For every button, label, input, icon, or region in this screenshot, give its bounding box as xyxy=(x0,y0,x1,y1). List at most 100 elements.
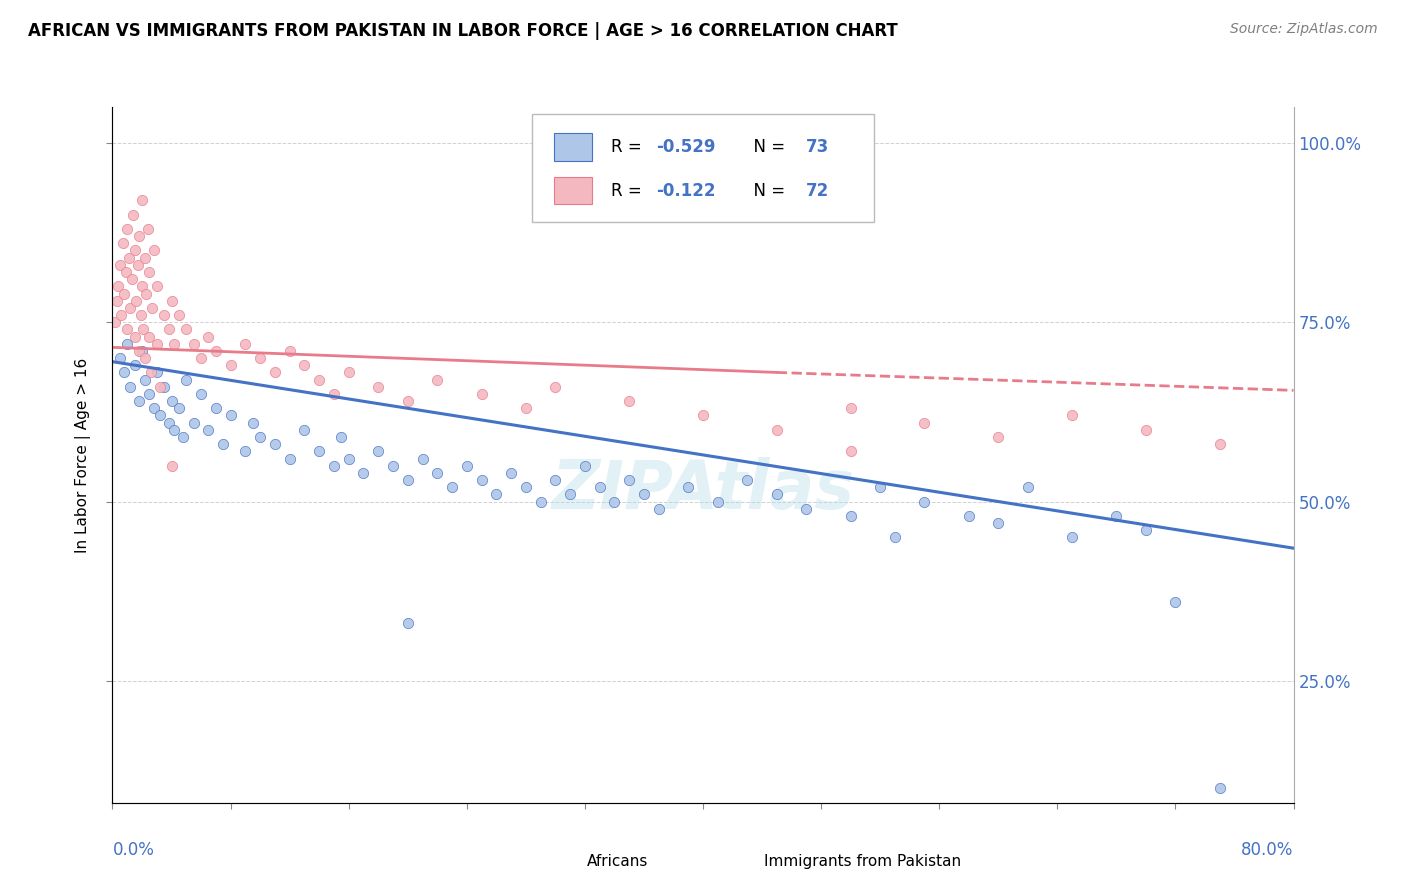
Point xyxy=(544,473,567,487)
Point xyxy=(112,286,135,301)
FancyBboxPatch shape xyxy=(550,854,575,871)
Point xyxy=(114,265,136,279)
Text: -0.529: -0.529 xyxy=(655,137,716,156)
Point xyxy=(212,437,235,451)
Point xyxy=(127,258,149,272)
Point xyxy=(124,329,146,343)
Text: 0.0%: 0.0% xyxy=(112,841,155,859)
Y-axis label: In Labor Force | Age > 16: In Labor Force | Age > 16 xyxy=(75,358,91,552)
Point xyxy=(142,401,165,416)
Point xyxy=(619,394,641,409)
Point xyxy=(1164,595,1187,609)
Point xyxy=(470,387,494,401)
Point xyxy=(603,494,626,508)
Text: 73: 73 xyxy=(806,137,830,156)
Point xyxy=(124,244,146,258)
Point xyxy=(183,416,205,430)
Point xyxy=(337,451,360,466)
Point xyxy=(692,409,714,423)
Point xyxy=(134,251,156,265)
Point xyxy=(142,244,165,258)
Point xyxy=(633,487,655,501)
Point xyxy=(382,458,405,473)
Point xyxy=(914,494,936,508)
Point xyxy=(1062,530,1084,544)
Point xyxy=(135,286,157,301)
Point xyxy=(138,329,160,343)
FancyBboxPatch shape xyxy=(554,133,592,161)
Point xyxy=(470,473,494,487)
Point xyxy=(157,322,180,336)
Point xyxy=(957,508,980,523)
Text: 80.0%: 80.0% xyxy=(1241,841,1294,859)
Point xyxy=(167,401,190,416)
Point xyxy=(128,394,150,409)
Point xyxy=(139,366,162,380)
Point xyxy=(111,236,134,251)
Point xyxy=(121,272,143,286)
Point xyxy=(120,301,142,315)
Point xyxy=(157,416,180,430)
Point xyxy=(138,265,160,279)
Point xyxy=(839,401,862,416)
Point xyxy=(308,444,330,458)
Point xyxy=(153,380,176,394)
Point xyxy=(131,343,153,358)
Point xyxy=(160,458,183,473)
Point xyxy=(367,380,389,394)
Point xyxy=(146,336,169,351)
Point xyxy=(183,336,205,351)
Point xyxy=(914,416,936,430)
Point xyxy=(233,336,256,351)
Point xyxy=(839,508,862,523)
Point xyxy=(205,401,228,416)
Point xyxy=(163,336,186,351)
Point xyxy=(160,394,183,409)
Point xyxy=(1208,781,1232,796)
Point xyxy=(149,380,172,394)
Point xyxy=(678,480,700,494)
Point xyxy=(396,394,419,409)
Point xyxy=(242,416,264,430)
Text: Source: ZipAtlas.com: Source: ZipAtlas.com xyxy=(1230,22,1378,37)
Point xyxy=(264,437,287,451)
Point xyxy=(367,444,389,458)
Point xyxy=(869,480,891,494)
Text: 72: 72 xyxy=(806,182,830,200)
Point xyxy=(1208,437,1232,451)
Point xyxy=(136,222,159,236)
Point xyxy=(884,530,907,544)
Point xyxy=(167,308,190,322)
Point xyxy=(120,380,142,394)
FancyBboxPatch shape xyxy=(531,114,875,222)
Point xyxy=(132,322,155,336)
Point xyxy=(323,387,346,401)
Point xyxy=(706,494,728,508)
FancyBboxPatch shape xyxy=(554,177,592,204)
Point xyxy=(766,423,789,437)
Point xyxy=(129,308,152,322)
Point xyxy=(352,466,374,480)
Point xyxy=(118,251,141,265)
Point xyxy=(219,358,242,372)
Point xyxy=(647,501,671,516)
Text: R =: R = xyxy=(610,182,647,200)
Text: R =: R = xyxy=(610,137,647,156)
Point xyxy=(619,473,641,487)
Point xyxy=(131,279,153,293)
Point xyxy=(105,293,128,308)
Point xyxy=(174,373,197,387)
Point xyxy=(138,387,160,401)
Text: -0.122: -0.122 xyxy=(655,182,716,200)
Point xyxy=(110,308,132,322)
Point xyxy=(104,315,127,329)
Point xyxy=(796,501,818,516)
Point xyxy=(264,366,287,380)
Point xyxy=(426,373,449,387)
Text: N =: N = xyxy=(744,137,790,156)
Point xyxy=(131,194,153,208)
Point xyxy=(190,351,212,365)
Point xyxy=(163,423,186,437)
Point xyxy=(141,301,163,315)
Point xyxy=(839,444,862,458)
